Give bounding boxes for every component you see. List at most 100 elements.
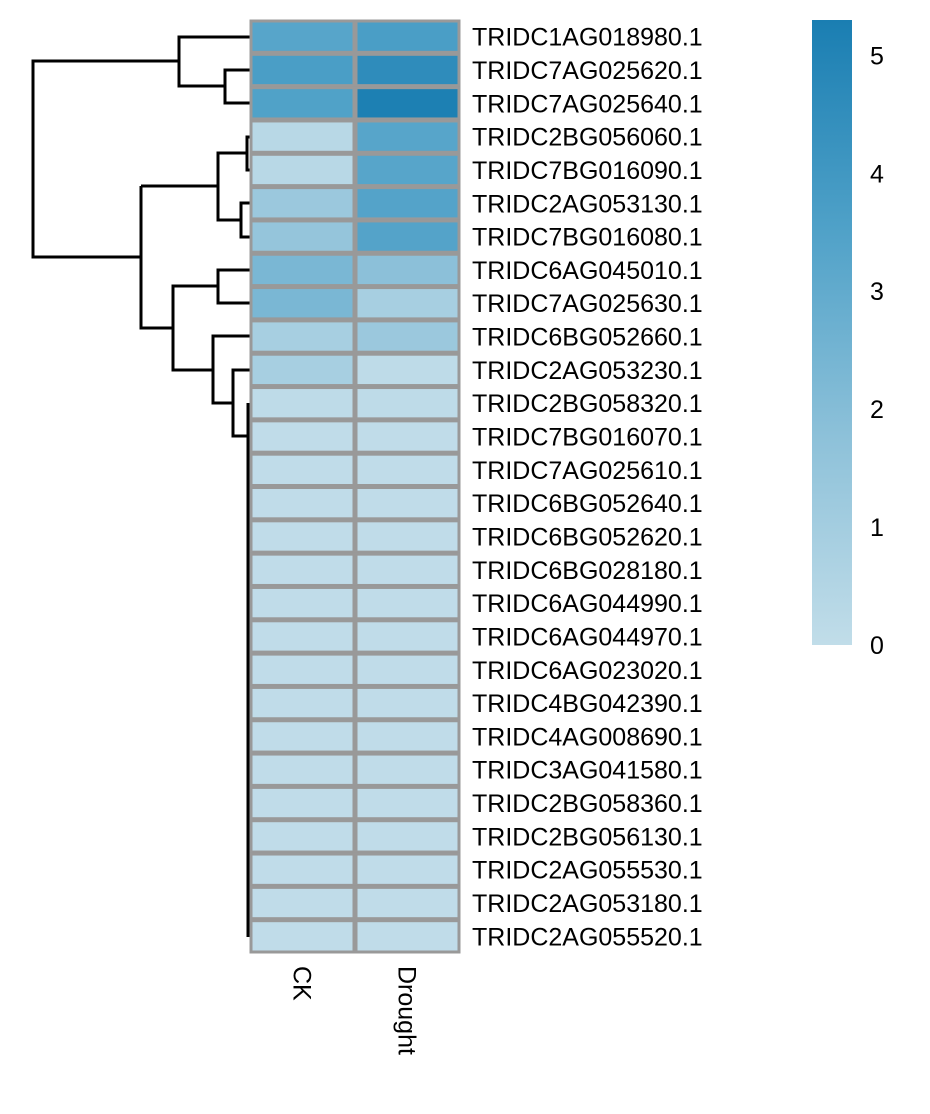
dendrogram-branch: [171, 268, 250, 328]
heatmap-cell: [249, 752, 356, 787]
heatmap-cell: [249, 652, 356, 687]
heatmap-cell: [354, 386, 461, 421]
heatmap-cell: [354, 19, 461, 54]
row-label: TRIDC2AG053130.1: [472, 190, 703, 218]
dendrogram-root: [31, 59, 179, 259]
heatmap-cell: [249, 386, 356, 421]
heatmap-cell: [354, 619, 461, 654]
heatmap-cell: [249, 152, 356, 188]
heatmap-cell: [354, 719, 461, 754]
heatmap-cell: [354, 452, 461, 487]
row-label: TRIDC4BG042390.1: [472, 690, 703, 718]
heatmap-cell: [354, 652, 461, 687]
column-label: Drought: [393, 966, 421, 1055]
heatmap-cell: [249, 552, 356, 587]
heatmap-cell: [249, 719, 356, 754]
row-label: TRIDC7AG025620.1: [472, 57, 703, 85]
dendrogram-branch: [171, 328, 250, 372]
heatmap-cell: [249, 486, 356, 521]
legend-tick-label: 1: [870, 514, 884, 542]
heatmap-cell: [249, 19, 356, 54]
row-label: TRIDC6BG052620.1: [472, 523, 703, 551]
heatmap-cell: [354, 252, 461, 288]
row-label: TRIDC7BG016080.1: [472, 224, 703, 252]
heatmap-cell: [354, 685, 461, 721]
dendrogram-branch: [141, 151, 247, 188]
color-legend: 0 1 2 3 4 5: [812, 20, 884, 660]
heatmap-cell: [249, 619, 356, 654]
heatmap-cell: [354, 219, 461, 254]
dendrogram-branch: [139, 186, 173, 330]
heatmap-cell: [354, 919, 461, 954]
column-label: CK: [288, 966, 316, 1001]
dendrogram-branch: [223, 68, 250, 105]
heatmap-cell: [249, 885, 356, 921]
heatmap-cell: [354, 486, 461, 521]
row-label: TRIDC7AG025630.1: [472, 290, 703, 318]
row-label: TRIDC4AG008690.1: [472, 723, 703, 751]
heatmap-cell: [354, 419, 461, 454]
row-label: TRIDC7AG025610.1: [472, 457, 703, 485]
heatmap-cell: [354, 752, 461, 787]
row-label: TRIDC2AG053180.1: [472, 890, 703, 918]
row-label: TRIDC7BG016070.1: [472, 424, 703, 452]
row-label: TRIDC2AG053230.1: [472, 357, 703, 385]
row-label: TRIDC6BG052660.1: [472, 324, 703, 352]
heatmap-cell: [354, 819, 461, 854]
row-label: TRIDC2AG055530.1: [472, 857, 703, 885]
heatmap-cells: [249, 19, 461, 954]
heatmap-cell: [249, 785, 356, 821]
heatmap-cell: [249, 452, 356, 487]
row-dendrogram: [31, 35, 250, 937]
heatmap-cell: [249, 852, 356, 887]
dendrogram-branch: [216, 186, 241, 222]
row-label: TRIDC7BG016090.1: [472, 157, 703, 185]
column-labels: CK Drought: [288, 966, 421, 1055]
heatmap-cell: [249, 219, 356, 254]
heatmap-cell: [354, 52, 461, 88]
color-legend-bar: [812, 20, 852, 645]
heatmap-cell: [354, 319, 461, 354]
heatmap-cell: [249, 585, 356, 621]
row-label: TRIDC6AG044970.1: [472, 623, 703, 651]
row-label: TRIDC2BG058360.1: [472, 790, 703, 818]
row-label: TRIDC6AG044990.1: [472, 590, 703, 618]
heatmap-cell: [249, 919, 356, 954]
row-label: TRIDC7AG025640.1: [472, 90, 703, 118]
heatmap-cell: [249, 519, 356, 554]
heatmap-cell: [249, 819, 356, 854]
heatmap-cell: [249, 286, 356, 321]
row-label: TRIDC6BG052640.1: [472, 490, 703, 518]
row-label: TRIDC2AG055520.1: [472, 923, 703, 951]
row-label: TRIDC6BG028180.1: [472, 557, 703, 585]
heatmap-cell: [354, 519, 461, 554]
heatmap-cell: [354, 186, 461, 221]
legend-tick-label: 3: [870, 278, 884, 306]
heatmap-cell: [249, 186, 356, 221]
legend-tick-label: 5: [870, 42, 884, 70]
heatmap-cell: [354, 352, 461, 388]
heatmap-cell: [249, 52, 356, 88]
row-labels: TRIDC1AG018980.1 TRIDC7AG025620.1 TRIDC7AG…: [472, 24, 703, 952]
heatmap-cell: [249, 319, 356, 354]
row-label: TRIDC2BG058320.1: [472, 390, 703, 418]
row-label: TRIDC6AG023020.1: [472, 657, 703, 685]
heatmap-cell: [249, 685, 356, 721]
row-label: TRIDC2BG056130.1: [472, 823, 703, 851]
heatmap-cell: [354, 585, 461, 621]
row-label: TRIDC3AG041580.1: [472, 757, 703, 785]
heatmap-cell: [249, 86, 356, 121]
heatmap-cell: [249, 352, 356, 388]
dendrogram-branch: [216, 286, 250, 305]
dendrogram-branch: [245, 135, 250, 172]
heatmap-cell: [249, 119, 356, 154]
heatmap-cell: [354, 852, 461, 887]
heatmap-cell: [354, 552, 461, 587]
legend-tick-label: 4: [870, 160, 884, 188]
heatmap-cell: [249, 252, 356, 288]
dendrogram-branch: [239, 201, 250, 239]
heatmap-cell: [354, 785, 461, 821]
row-label: TRIDC1AG018980.1: [472, 24, 703, 52]
heatmap-cell: [249, 419, 356, 454]
